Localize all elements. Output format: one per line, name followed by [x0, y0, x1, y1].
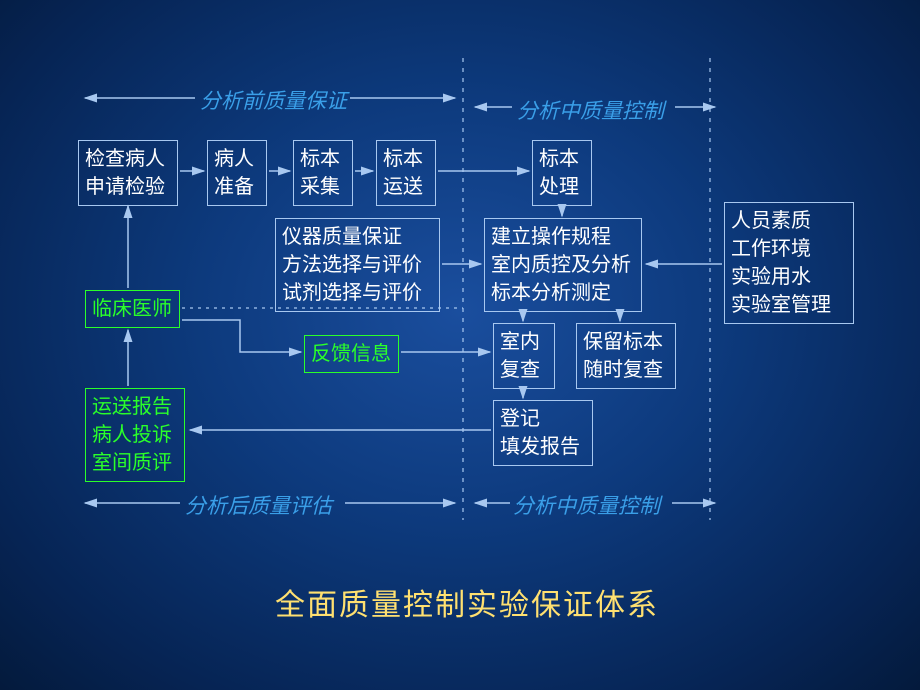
text: 检查病人申请检验 [85, 148, 165, 198]
text: 登记填发报告 [500, 408, 580, 458]
node-sample-collect: 标本采集 [293, 140, 353, 206]
text: 标本处理 [539, 148, 579, 198]
node-register: 登记填发报告 [493, 400, 593, 466]
text: 运送报告病人投诉室间质评 [92, 396, 172, 474]
node-clinician: 临床医师 [85, 290, 180, 328]
text: 反馈信息 [311, 343, 391, 365]
node-sample-process: 标本处理 [532, 140, 592, 206]
node-personnel: 人员素质工作环境实验用水实验室管理 [724, 202, 854, 324]
node-check-patient: 检查病人申请检验 [78, 140, 178, 206]
label-during-analysis-bottom: 分析中质量控制 [513, 490, 660, 520]
node-sample-transport: 标本运送 [376, 140, 436, 206]
node-instrument-qa: 仪器质量保证方法选择与评价试剂选择与评价 [275, 218, 440, 312]
text: 临床医师 [92, 298, 172, 320]
node-indoor-review: 室内复查 [493, 323, 555, 389]
text: 保留标本随时复查 [583, 331, 663, 381]
node-delivery-report: 运送报告病人投诉室间质评 [85, 388, 185, 482]
text: 病人准备 [214, 148, 254, 198]
node-retain-sample: 保留标本随时复查 [576, 323, 676, 389]
text: 仪器质量保证方法选择与评价试剂选择与评价 [282, 226, 422, 304]
node-establish-sop: 建立操作规程室内质控及分析标本分析测定 [484, 218, 642, 312]
text: 标本采集 [300, 148, 340, 198]
text: 建立操作规程室内质控及分析标本分析测定 [491, 226, 631, 304]
label-post-analysis: 分析后质量评估 [185, 490, 332, 520]
text: 人员素质工作环境实验用水实验室管理 [731, 210, 831, 316]
text: 标本运送 [383, 148, 423, 198]
node-feedback: 反馈信息 [304, 335, 399, 373]
text: 室内复查 [500, 331, 540, 381]
label-pre-analysis: 分析前质量保证 [200, 85, 347, 115]
node-patient-prep: 病人准备 [207, 140, 267, 206]
label-during-analysis-top: 分析中质量控制 [517, 95, 664, 125]
diagram-title: 全面质量控制实验保证体系 [275, 580, 659, 624]
